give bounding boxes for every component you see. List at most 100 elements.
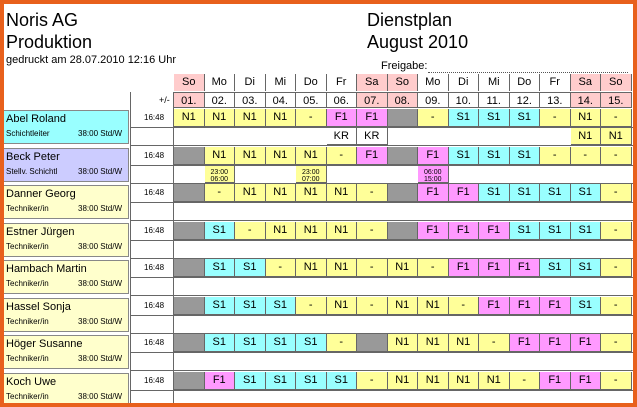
shift-cell[interactable]: S1 <box>540 184 571 202</box>
shift-cell[interactable]: N1 <box>418 297 449 315</box>
shift-cell[interactable]: F1 <box>509 259 540 277</box>
shift-cell[interactable]: N1 <box>418 334 449 352</box>
shift-cell[interactable]: N1 <box>418 372 449 390</box>
extra-shift-cell[interactable]: KR <box>357 128 388 145</box>
shift-cell[interactable]: - <box>601 222 632 240</box>
shift-cell[interactable]: F1 <box>357 109 388 127</box>
shift-cell[interactable]: S1 <box>540 222 571 240</box>
shift-cell[interactable]: F1 <box>448 184 479 202</box>
shift-cell[interactable]: - <box>601 297 632 315</box>
shift-cell[interactable]: S1 <box>509 184 540 202</box>
shift-cell[interactable]: S1 <box>570 222 601 240</box>
shift-cell[interactable]: S1 <box>296 372 327 390</box>
shift-cell[interactable]: S1 <box>235 259 266 277</box>
shift-cell[interactable]: N1 <box>448 372 479 390</box>
shift-cell[interactable]: S1 <box>265 372 296 390</box>
shift-cell[interactable]: S1 <box>479 147 510 165</box>
extra-shift-cell[interactable]: N1 <box>601 128 632 145</box>
shift-cell[interactable]: S1 <box>235 297 266 315</box>
shift-cell[interactable]: - <box>479 334 510 352</box>
employee-name-block[interactable] <box>4 260 129 294</box>
shift-cell[interactable]: - <box>509 372 540 390</box>
shift-cell[interactable]: - <box>357 297 388 315</box>
shift-cell[interactable]: F1 <box>448 259 479 277</box>
shift-cell[interactable]: F1 <box>418 222 449 240</box>
shift-cell[interactable] <box>174 222 205 240</box>
shift-cell[interactable]: - <box>601 109 632 127</box>
shift-cell[interactable]: - <box>204 184 235 202</box>
employee-name-block[interactable] <box>4 223 129 257</box>
employee-name[interactable]: Abel Roland <box>6 113 66 125</box>
shift-cell[interactable]: N1 <box>326 259 357 277</box>
shift-time-note[interactable]: 23:00 06:00 <box>204 166 235 183</box>
shift-cell[interactable]: S1 <box>204 259 235 277</box>
employee-name-block[interactable] <box>4 148 129 182</box>
shift-cell[interactable] <box>174 147 205 165</box>
shift-cell[interactable]: F1 <box>479 297 510 315</box>
approval-signature-line[interactable] <box>428 72 628 73</box>
shift-cell[interactable] <box>174 259 205 277</box>
shift-time-note[interactable]: 23:00 07:00 <box>296 166 327 183</box>
shift-cell[interactable]: - <box>235 222 266 240</box>
shift-cell[interactable] <box>174 184 205 202</box>
shift-cell[interactable]: S1 <box>448 109 479 127</box>
shift-cell[interactable]: S1 <box>570 184 601 202</box>
shift-cell[interactable]: S1 <box>448 147 479 165</box>
shift-cell[interactable] <box>174 334 205 352</box>
shift-cell[interactable]: S1 <box>265 334 296 352</box>
shift-cell[interactable]: N1 <box>265 222 296 240</box>
shift-cell[interactable] <box>387 222 418 240</box>
shift-cell[interactable] <box>387 109 418 127</box>
shift-cell[interactable]: N1 <box>265 184 296 202</box>
shift-cell[interactable]: N1 <box>448 334 479 352</box>
employee-name[interactable]: Koch Uwe <box>6 376 57 388</box>
shift-cell[interactable]: - <box>540 147 571 165</box>
shift-cell[interactable]: - <box>570 147 601 165</box>
shift-cell[interactable]: F1 <box>570 372 601 390</box>
shift-cell[interactable]: S1 <box>204 334 235 352</box>
shift-cell[interactable]: F1 <box>326 109 357 127</box>
employee-name[interactable]: Hassel Sonja <box>6 301 71 313</box>
shift-cell[interactable]: - <box>418 109 449 127</box>
shift-cell[interactable]: N1 <box>204 109 235 127</box>
shift-cell[interactable]: F1 <box>479 259 510 277</box>
shift-cell[interactable]: S1 <box>509 109 540 127</box>
shift-time-note[interactable]: 06:00 15:00 <box>418 166 449 183</box>
shift-cell[interactable]: S1 <box>204 222 235 240</box>
employee-name-block[interactable] <box>4 298 129 332</box>
shift-cell[interactable]: N1 <box>235 184 266 202</box>
employee-name[interactable]: Danner Georg <box>6 188 76 200</box>
shift-cell[interactable]: S1 <box>235 372 266 390</box>
shift-cell[interactable]: F1 <box>448 222 479 240</box>
shift-cell[interactable]: - <box>601 184 632 202</box>
employee-name[interactable]: Hambach Martin <box>6 263 87 275</box>
shift-cell[interactable]: - <box>601 147 632 165</box>
shift-cell[interactable]: S1 <box>235 334 266 352</box>
shift-cell[interactable]: - <box>418 259 449 277</box>
employee-name-block[interactable] <box>4 373 129 403</box>
shift-cell[interactable] <box>357 334 388 352</box>
shift-cell[interactable]: N1 <box>326 222 357 240</box>
shift-cell[interactable]: - <box>540 109 571 127</box>
shift-cell[interactable]: N1 <box>387 334 418 352</box>
shift-cell[interactable]: F1 <box>418 184 449 202</box>
employee-name-block[interactable] <box>4 110 129 144</box>
shift-cell[interactable]: N1 <box>387 372 418 390</box>
shift-cell[interactable]: N1 <box>265 109 296 127</box>
shift-cell[interactable]: F1 <box>509 297 540 315</box>
shift-cell[interactable] <box>174 372 205 390</box>
extra-shift-cell[interactable]: N1 <box>570 128 601 145</box>
shift-cell[interactable]: F1 <box>509 334 540 352</box>
shift-cell[interactable]: N1 <box>479 372 510 390</box>
shift-cell[interactable]: - <box>601 259 632 277</box>
shift-cell[interactable]: N1 <box>204 147 235 165</box>
shift-cell[interactable]: - <box>265 259 296 277</box>
shift-cell[interactable]: N1 <box>235 109 266 127</box>
shift-cell[interactable]: S1 <box>479 109 510 127</box>
shift-cell[interactable]: - <box>296 109 327 127</box>
shift-cell[interactable] <box>387 184 418 202</box>
shift-cell[interactable]: S1 <box>265 297 296 315</box>
shift-cell[interactable]: N1 <box>296 184 327 202</box>
shift-cell[interactable]: F1 <box>357 147 388 165</box>
employee-name[interactable]: Beck Peter <box>6 151 60 163</box>
